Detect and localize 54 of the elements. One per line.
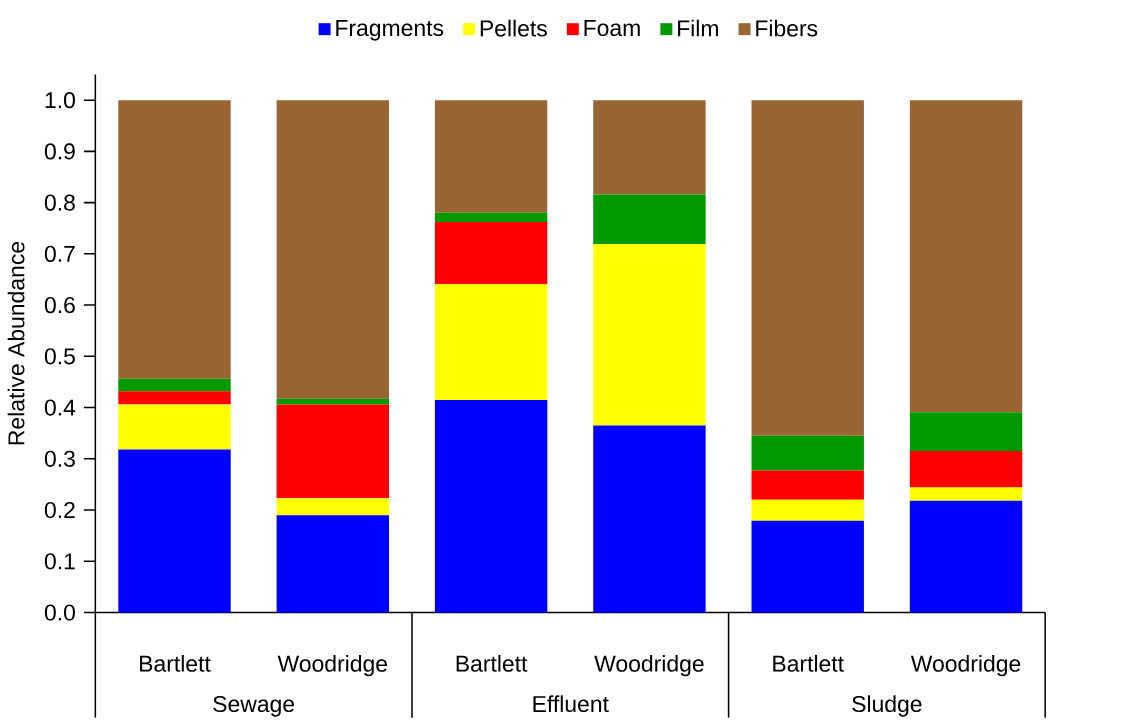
bar	[434, 399, 548, 613]
bar	[593, 100, 706, 195]
y-tick-label: 0.8	[44, 194, 75, 211]
bar	[593, 243, 706, 426]
y-tick-label: 0.5	[44, 348, 75, 365]
bar	[434, 221, 548, 284]
x-tick-label: Woodridge	[594, 654, 704, 677]
y-tick-label: 0.1	[44, 553, 75, 570]
y-tick-label: 0.4	[44, 399, 76, 416]
bar	[751, 520, 864, 613]
bar	[909, 412, 1023, 451]
bar	[751, 100, 864, 436]
text: Sludge	[852, 695, 922, 717]
legend-label: Film	[678, 19, 718, 37]
x-tick-label: Bartlett	[140, 654, 211, 672]
bar	[434, 212, 548, 222]
bar	[118, 404, 231, 450]
bar	[118, 100, 231, 379]
bar	[118, 378, 231, 392]
legend-label: Foam	[584, 19, 640, 36]
y-tick-label: 0.2	[44, 501, 75, 518]
bar	[909, 450, 1023, 488]
bar	[751, 470, 864, 500]
bar	[276, 498, 390, 516]
bar	[751, 499, 864, 521]
y-tick-label: 0.0	[44, 604, 75, 621]
x-tick-label: Woodridge	[277, 654, 388, 677]
y-tick-label: 0.6	[44, 296, 75, 314]
legend-label: Fragments	[336, 19, 444, 41]
legend-label: Fibers	[756, 19, 818, 37]
bar	[118, 391, 231, 405]
bar	[751, 435, 864, 471]
y-axis-title: Relative Abundance	[7, 241, 25, 445]
y-tick-label: 1.0	[45, 91, 75, 109]
text: Effluent	[533, 695, 609, 712]
legend-label: Pellets	[480, 19, 547, 37]
bar	[593, 425, 706, 613]
text: Sewage	[213, 695, 295, 717]
bar	[276, 100, 390, 399]
y-tick-label: 0.7	[44, 245, 75, 262]
x-tick-label: Bartlett	[456, 654, 528, 672]
bar	[909, 100, 1023, 413]
x-tick-label: Woodridge	[910, 654, 1021, 677]
bar	[434, 100, 548, 213]
bar	[118, 449, 231, 613]
bar	[593, 194, 706, 244]
y-tick-label: 0.9	[44, 143, 75, 160]
bar	[276, 515, 390, 613]
x-tick-label: Bartlett	[773, 654, 844, 672]
bar	[434, 283, 548, 400]
y-tick-label: 0.3	[44, 450, 75, 467]
bar	[276, 404, 390, 499]
bar	[909, 487, 1023, 501]
bar	[909, 500, 1023, 613]
